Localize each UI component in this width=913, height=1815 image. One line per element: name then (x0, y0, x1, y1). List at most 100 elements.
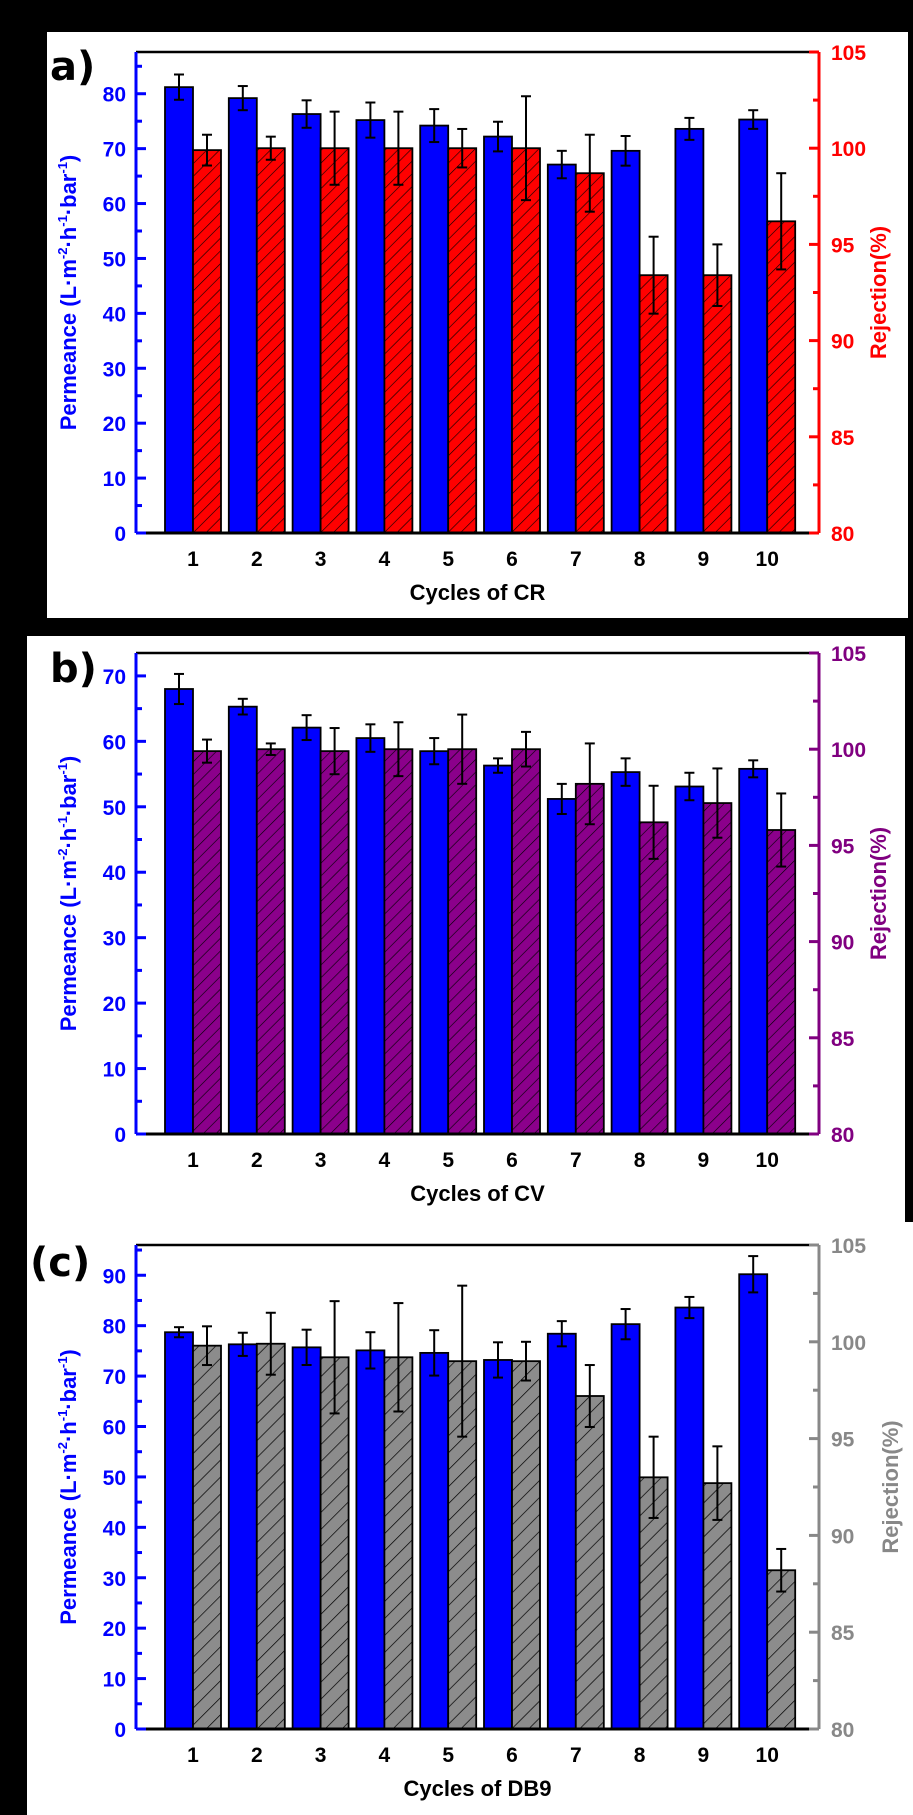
left-tick-label: 50 (103, 797, 126, 820)
permeance-bar (355, 737, 386, 1135)
left-tick-label: 80 (103, 84, 126, 107)
left-y-axis-title: Permeance (L·m-2·h-1·bar-1) (55, 155, 81, 431)
right-y-axis-title: Rejection(%) (866, 226, 891, 359)
rejection-bar (383, 147, 414, 534)
x-tick-label: 1 (187, 1149, 199, 1172)
x-tick-label: 7 (570, 1744, 582, 1767)
axis-title-part: ·bar (56, 1368, 81, 1410)
permeance-bar (738, 767, 769, 1135)
left-tick-label: 80 (103, 1316, 126, 1339)
axis-title-part: ) (56, 1349, 81, 1356)
axis-title-part: ·h (56, 828, 81, 849)
right-tick-label: 100 (831, 138, 866, 161)
rejection-bar (574, 782, 605, 1135)
x-tick-label: 10 (756, 1149, 779, 1172)
right-tick-label: 90 (831, 1525, 854, 1548)
left-tick-label: 0 (114, 1124, 126, 1147)
panel-label: b) (50, 646, 97, 692)
permeance-bar (419, 750, 450, 1135)
permeance-bar (674, 785, 705, 1135)
right-tick-label: 100 (831, 739, 866, 762)
right-tick-label: 95 (831, 835, 855, 858)
permeance-bar (610, 149, 641, 534)
right-tick-label: 90 (831, 932, 854, 955)
axis-title-part: ·h (56, 227, 81, 248)
rejection-bar (766, 1569, 797, 1730)
rejection-bar (192, 149, 222, 534)
axis-title-part: Permeance (L·m (56, 860, 81, 1031)
x-tick-label: 3 (315, 1744, 327, 1767)
left-tick-label: 40 (103, 303, 126, 326)
x-tick-label: 2 (251, 1744, 263, 1767)
permeance-bar (355, 1349, 386, 1730)
x-tick-label: 8 (634, 548, 646, 571)
left-tick-label: 10 (103, 1669, 126, 1692)
rejection-bar (574, 172, 605, 534)
right-tick-label: 105 (831, 643, 866, 666)
superscript: -1 (55, 763, 70, 775)
right-tick-label: 100 (831, 1332, 866, 1355)
left-tick-label: 70 (103, 139, 126, 162)
left-tick-label: 10 (103, 468, 126, 491)
x-tick-label: 5 (442, 548, 454, 571)
permeance-bar (674, 127, 705, 534)
permeance-bar (738, 1273, 769, 1730)
right-y-axis-title: Rejection(%) (866, 827, 891, 960)
x-tick-label: 6 (506, 548, 518, 571)
rejection-bar (511, 748, 541, 1135)
left-tick-label: 40 (103, 1517, 126, 1540)
permeance-bar (483, 135, 513, 534)
permeance-bar (291, 726, 322, 1135)
right-tick-label: 105 (831, 1235, 866, 1258)
left-tick-label: 20 (103, 413, 126, 436)
permeance-bar (355, 119, 386, 534)
axis-title-part: Permeance (L·m (56, 1454, 81, 1625)
left-tick-label: 60 (103, 194, 126, 217)
x-tick-label: 2 (251, 1149, 263, 1172)
rejection-bar (638, 821, 669, 1135)
axis-title-part: Permeance (L·m (56, 259, 81, 430)
permeance-bar (483, 1359, 513, 1730)
left-tick-label: 20 (103, 993, 126, 1016)
x-tick-label: 7 (570, 1149, 582, 1172)
permeance-bar (227, 97, 258, 534)
chart-panel-c: 0 10 20 30 40 50 60 70 80 90 80 85 90 95 100 105 1 2 3 4 5 6 7… (30, 1235, 903, 1801)
right-tick-label: 105 (831, 42, 866, 65)
x-tick-label: 7 (570, 548, 582, 571)
right-tick-label: 80 (831, 1124, 854, 1147)
left-tick-label: 70 (103, 1366, 126, 1389)
permeance-bar (546, 798, 577, 1135)
x-tick-label: 1 (187, 1744, 199, 1767)
left-tick-label: 30 (103, 1568, 126, 1591)
x-tick-label: 8 (634, 1744, 646, 1767)
x-tick-label: 9 (698, 548, 710, 571)
rejection-bar (319, 750, 350, 1135)
right-tick-label: 80 (831, 1719, 854, 1742)
rejection-bar (383, 748, 414, 1135)
x-tick-label: 10 (756, 1744, 779, 1767)
permeance-bar (291, 113, 322, 534)
x-tick-label: 5 (442, 1149, 454, 1172)
x-tick-label: 5 (442, 1744, 454, 1767)
permeance-bar (546, 163, 577, 534)
rejection-bar (702, 1482, 733, 1730)
rejection-bar (702, 274, 733, 534)
permeance-bar (227, 1343, 258, 1730)
left-tick-label: 40 (103, 862, 126, 885)
x-tick-label: 9 (698, 1149, 710, 1172)
rejection-bar (574, 1395, 605, 1730)
x-axis-title: Cycles of CV (410, 1181, 545, 1206)
permeance-bar (164, 1331, 194, 1730)
axis-title-part: ·h (56, 1421, 81, 1442)
permeance-bar (164, 86, 194, 534)
permeance-bar (419, 1351, 450, 1730)
left-tick-label: 0 (114, 1719, 126, 1742)
rejection-bar (383, 1356, 414, 1730)
left-tick-label: 60 (103, 1417, 126, 1440)
permeance-bar (419, 124, 450, 534)
x-tick-label: 4 (379, 548, 391, 571)
panel-label: a) (50, 44, 95, 90)
left-tick-label: 20 (103, 1618, 126, 1641)
right-tick-label: 85 (831, 427, 855, 450)
